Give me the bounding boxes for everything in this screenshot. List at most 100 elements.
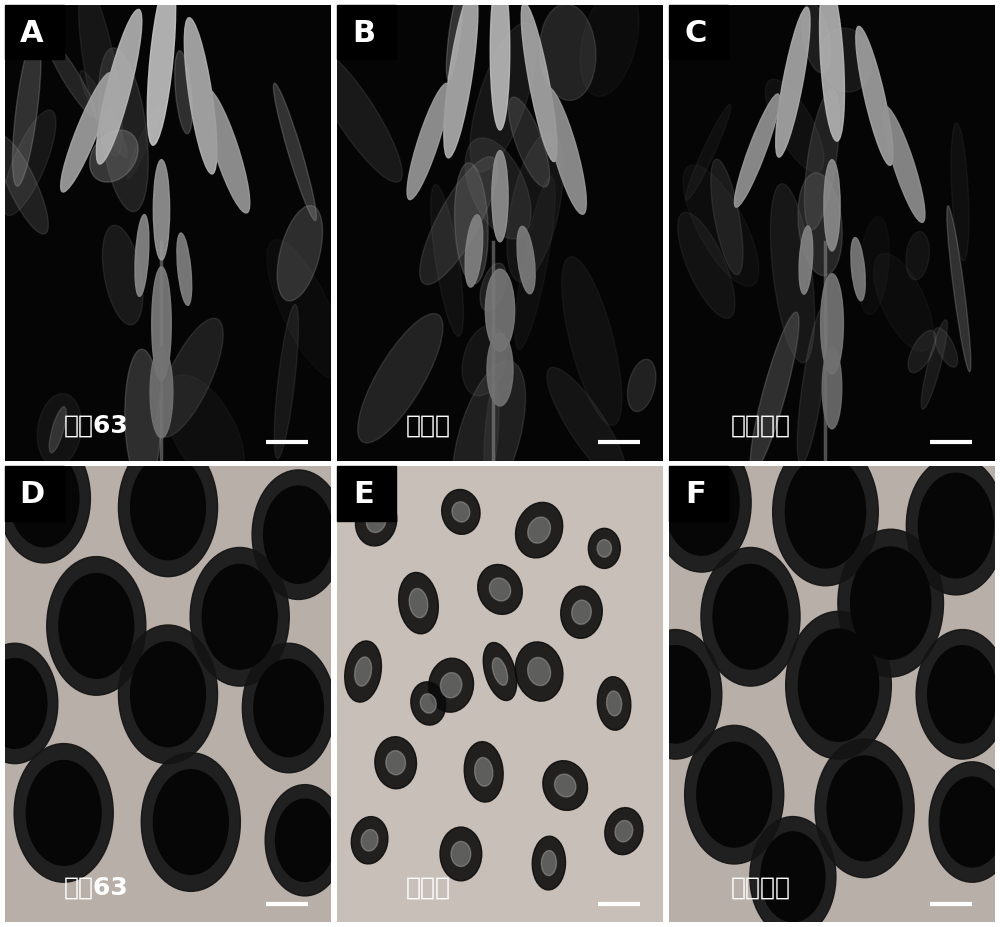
Circle shape	[798, 629, 879, 742]
Ellipse shape	[3, 110, 56, 215]
Ellipse shape	[490, 0, 510, 130]
Ellipse shape	[547, 367, 627, 482]
Text: A: A	[20, 19, 43, 47]
Ellipse shape	[820, 0, 844, 141]
Circle shape	[276, 799, 334, 882]
Circle shape	[131, 642, 205, 746]
Ellipse shape	[541, 851, 556, 876]
Ellipse shape	[61, 72, 112, 192]
Circle shape	[851, 547, 931, 659]
Circle shape	[928, 646, 997, 743]
Circle shape	[47, 556, 146, 695]
Circle shape	[202, 565, 277, 669]
Circle shape	[118, 625, 218, 764]
Ellipse shape	[164, 375, 245, 489]
Ellipse shape	[125, 349, 161, 486]
Ellipse shape	[882, 106, 925, 222]
Ellipse shape	[79, 0, 122, 157]
Ellipse shape	[465, 215, 483, 287]
Circle shape	[750, 817, 836, 927]
Text: 互补植株: 互补植株	[730, 876, 790, 899]
Text: C: C	[684, 19, 707, 47]
Ellipse shape	[102, 225, 143, 324]
Ellipse shape	[150, 347, 173, 438]
Circle shape	[916, 629, 1000, 759]
Text: 明恢63: 明恢63	[64, 876, 129, 899]
Ellipse shape	[580, 0, 639, 96]
Ellipse shape	[528, 657, 551, 686]
Ellipse shape	[420, 157, 498, 285]
Ellipse shape	[851, 237, 865, 300]
Ellipse shape	[355, 657, 372, 686]
Ellipse shape	[562, 257, 622, 425]
Circle shape	[254, 659, 323, 756]
Ellipse shape	[572, 600, 591, 624]
Ellipse shape	[153, 159, 170, 260]
Circle shape	[697, 743, 772, 847]
Ellipse shape	[366, 510, 386, 532]
Ellipse shape	[442, 489, 480, 534]
Ellipse shape	[487, 333, 513, 406]
Circle shape	[940, 777, 1000, 867]
Ellipse shape	[821, 273, 843, 375]
Ellipse shape	[528, 517, 550, 543]
Ellipse shape	[483, 642, 517, 701]
Ellipse shape	[921, 320, 947, 409]
Ellipse shape	[561, 586, 602, 639]
Text: 突变体: 突变体	[406, 414, 451, 438]
Ellipse shape	[588, 528, 620, 568]
Circle shape	[815, 739, 914, 878]
Circle shape	[827, 756, 902, 860]
Ellipse shape	[440, 673, 462, 698]
Circle shape	[629, 629, 722, 759]
Ellipse shape	[605, 807, 643, 855]
Circle shape	[838, 529, 943, 677]
Ellipse shape	[544, 87, 586, 214]
Ellipse shape	[507, 133, 563, 282]
Ellipse shape	[267, 239, 344, 379]
Circle shape	[14, 743, 113, 883]
Ellipse shape	[309, 46, 402, 183]
Circle shape	[141, 753, 240, 892]
Ellipse shape	[540, 4, 596, 100]
Ellipse shape	[934, 327, 958, 367]
Ellipse shape	[478, 565, 522, 615]
Text: B: B	[352, 19, 375, 47]
Ellipse shape	[277, 206, 323, 301]
Text: D: D	[19, 480, 44, 509]
Circle shape	[701, 548, 800, 686]
Circle shape	[26, 760, 101, 865]
Ellipse shape	[80, 70, 127, 158]
Ellipse shape	[627, 360, 656, 412]
Ellipse shape	[711, 159, 743, 274]
Ellipse shape	[429, 658, 474, 712]
Circle shape	[153, 769, 228, 874]
Ellipse shape	[175, 51, 192, 133]
Bar	[669, 5, 728, 59]
Ellipse shape	[489, 578, 511, 601]
Ellipse shape	[177, 233, 192, 305]
Circle shape	[664, 451, 739, 555]
Ellipse shape	[444, 0, 478, 158]
Ellipse shape	[135, 214, 149, 297]
Ellipse shape	[431, 184, 463, 337]
Ellipse shape	[96, 9, 142, 164]
Circle shape	[264, 486, 333, 583]
Ellipse shape	[802, 3, 831, 73]
Circle shape	[0, 643, 58, 764]
Ellipse shape	[464, 742, 503, 802]
Ellipse shape	[0, 135, 48, 234]
Circle shape	[929, 762, 1000, 883]
Ellipse shape	[797, 306, 828, 464]
Ellipse shape	[351, 817, 388, 864]
Ellipse shape	[908, 330, 936, 373]
Ellipse shape	[820, 28, 872, 92]
Ellipse shape	[147, 0, 176, 146]
Ellipse shape	[906, 232, 929, 280]
Ellipse shape	[375, 737, 417, 789]
Ellipse shape	[750, 312, 799, 472]
Ellipse shape	[508, 97, 550, 187]
Bar	[337, 466, 396, 521]
Ellipse shape	[355, 496, 397, 546]
Circle shape	[59, 574, 134, 679]
